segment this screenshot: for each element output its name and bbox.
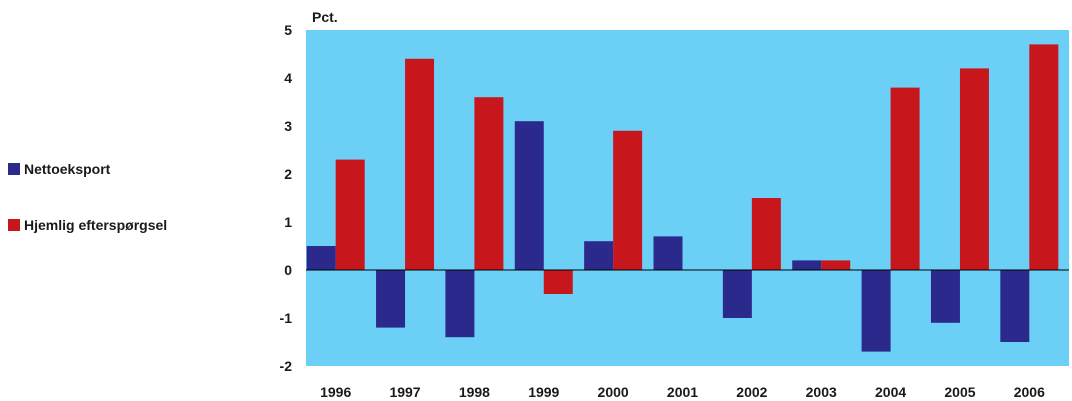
y-tick-label: 1 — [284, 214, 292, 230]
bar-nettoeksport-1997 — [376, 270, 406, 328]
bar-hjemlig-1998 — [474, 97, 504, 270]
legend-swatch-hjemlig — [8, 219, 20, 231]
y-tick-label: 2 — [284, 166, 292, 182]
bar-hjemlig-1997 — [405, 58, 435, 270]
bars-group — [306, 44, 1059, 352]
x-tick-label: 2006 — [1014, 384, 1045, 400]
bar-hjemlig-2002 — [751, 198, 781, 270]
bar-nettoeksport-2003 — [792, 260, 822, 270]
x-tick-label: 2004 — [875, 384, 906, 400]
legend-item-nettoeksport: Nettoeksport — [8, 161, 110, 177]
legend-label-nettoeksport: Nettoeksport — [24, 161, 111, 177]
bar-nettoeksport-2005 — [930, 270, 960, 323]
bar-nettoeksport-2001 — [653, 236, 683, 270]
bar-hjemlig-2000 — [613, 130, 643, 270]
bar-hjemlig-2006 — [1029, 44, 1059, 271]
x-tick-labels: 1996 1997 1998 1999 2000 2001 2002 2003 2004 2005… — [320, 384, 1045, 400]
x-tick-label: 1998 — [459, 384, 490, 400]
bar-hjemlig-2003 — [821, 260, 851, 270]
legend-label-hjemlig: Hjemlig efterspørgsel — [24, 217, 168, 233]
y-tick-label: -2 — [280, 358, 293, 374]
x-tick-label: 1999 — [528, 384, 559, 400]
bar-nettoeksport-2006 — [1000, 270, 1030, 342]
bar-hjemlig-1999 — [543, 270, 573, 294]
y-axis-label: Pct. — [312, 9, 338, 25]
x-tick-label: 2005 — [944, 384, 975, 400]
bar-nettoeksport-2000 — [584, 241, 614, 270]
x-tick-label: 2002 — [736, 384, 767, 400]
bar-nettoeksport-1998 — [445, 270, 475, 338]
x-tick-label: 1997 — [389, 384, 420, 400]
y-tick-label: 0 — [284, 262, 292, 278]
bar-hjemlig-2005 — [959, 68, 989, 271]
x-tick-label: 2001 — [667, 384, 698, 400]
legend-item-hjemlig: Hjemlig efterspørgsel — [8, 217, 167, 233]
x-tick-label: 1996 — [320, 384, 351, 400]
bar-hjemlig-1996 — [335, 159, 365, 270]
bar-nettoeksport-2004 — [861, 270, 891, 352]
bar-nettoeksport-1999 — [514, 121, 544, 270]
y-tick-labels: 5 4 3 2 1 0 -1 -2 — [280, 22, 293, 374]
bar-hjemlig-2004 — [890, 87, 920, 270]
y-tick-label: 3 — [284, 118, 292, 134]
x-tick-label: 2003 — [806, 384, 837, 400]
x-tick-label: 2000 — [598, 384, 629, 400]
y-tick-label: 5 — [284, 22, 292, 38]
y-tick-label: -1 — [280, 310, 293, 326]
legend-swatch-nettoeksport — [8, 163, 20, 175]
bar-nettoeksport-1996 — [306, 246, 336, 270]
bar-nettoeksport-2002 — [722, 270, 752, 318]
y-tick-label: 4 — [284, 70, 292, 86]
